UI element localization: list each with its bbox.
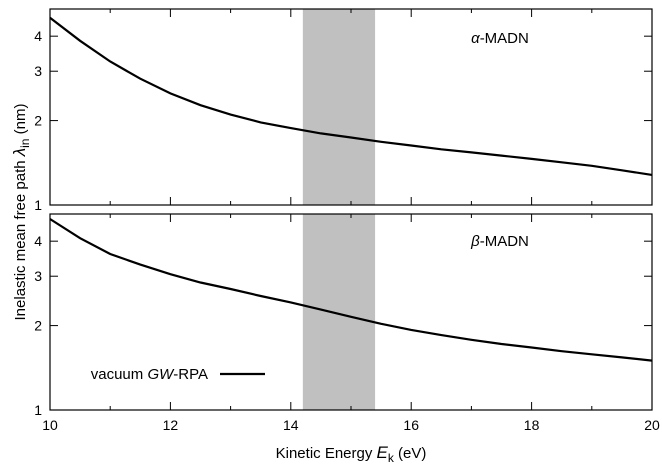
x-tick-label: 16 [403,417,419,433]
y-axis-label-post: (nm) [12,104,29,139]
series-line-panel-2 [49,218,653,362]
x-tick-label: 12 [163,417,179,433]
y-axis-label-sub: in [18,139,32,148]
legend-label-post: -RPA [173,366,208,383]
legend-label: vacuum GW-RPA [91,366,208,383]
x-tick-label: 14 [283,417,299,433]
panel-label-1: α-MADN [471,30,529,47]
legend: vacuum GW-RPA [91,366,265,383]
y-tick-label: 1 [34,402,42,418]
y-tick-label: 2 [34,113,42,129]
shaded-band-panel-1 [302,9,376,205]
x-tick-label: 10 [42,417,58,433]
y-axis-label-var: λ [10,148,29,157]
y-axis-label: Inelastic mean free path λin (nm) [10,104,32,321]
shaded-band-panel-2 [302,214,376,410]
panel-label-var: α [471,30,480,47]
panel-label-2: β-MADN [470,233,529,250]
x-tick-label: 20 [644,417,660,433]
panel-frame-2 [49,213,653,411]
panel-label-text: -MADN [480,30,529,47]
legend-label-pre: vacuum [91,366,148,383]
panel-label-text: -MADN [480,233,529,250]
y-tick-label: 4 [34,233,42,249]
y-tick-label: 4 [34,28,42,44]
x-axis-label-sub: k [388,451,395,465]
series-line-panel-1 [49,16,653,176]
y-tick-label: 2 [34,318,42,334]
y-tick-label: 1 [34,197,42,213]
y-axis-label-pre: Inelastic mean free path [12,156,29,320]
legend-label-var: GW [147,366,175,383]
x-axis-label-var: E [377,443,389,462]
x-tick-label: 18 [524,417,540,433]
x-axis-label: Kinetic Energy Ek (eV) [276,443,427,465]
panel-label-var: β [470,233,480,250]
x-axis-label-pre: Kinetic Energy [276,445,377,462]
y-tick-label: 3 [34,63,42,79]
x-axis-label-post: (eV) [394,445,427,462]
panel-frame-1 [49,8,653,206]
y-tick-label: 3 [34,268,42,284]
